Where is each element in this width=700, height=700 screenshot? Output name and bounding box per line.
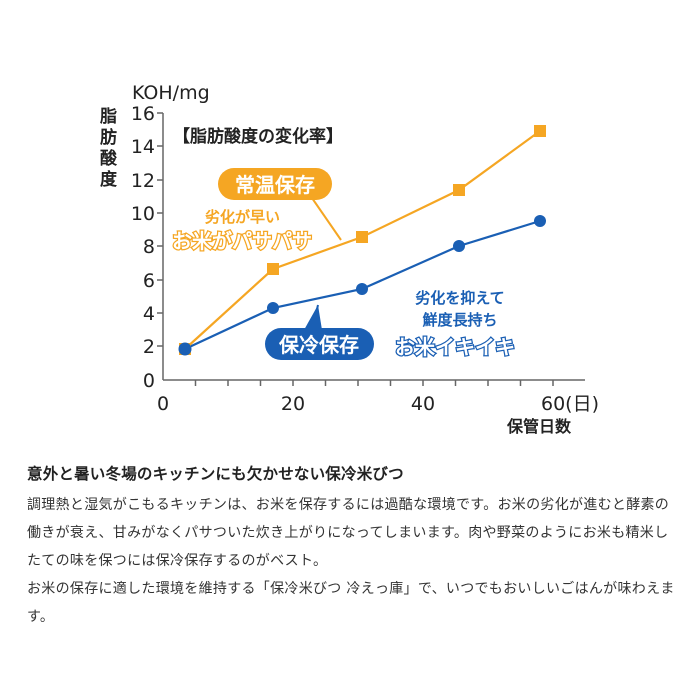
- svg-text:12: 12: [131, 170, 155, 192]
- cold-badge: [265, 328, 374, 360]
- svg-text:6: 6: [143, 270, 155, 292]
- caption-heading: 意外と暑い冬場のキッチンにも欠かせない保冷米びつ: [27, 465, 404, 483]
- y-tick-labels: 16 14 12 10 8 6 4 2 0: [131, 103, 155, 392]
- cold-note-3: お米イキイキ: [395, 335, 515, 359]
- svg-text:2: 2: [143, 336, 155, 358]
- cold-note-2: 鮮度長持ち: [422, 311, 497, 329]
- cold-badge-label: 保冷保存: [278, 333, 359, 357]
- y-axis-label: 脂 肪 酸 度: [100, 107, 118, 190]
- svg-text:肪: 肪: [100, 127, 117, 148]
- svg-text:40: 40: [411, 393, 435, 415]
- svg-text:60(日): 60(日): [541, 393, 599, 415]
- y-unit-label: KOH/mg: [132, 82, 210, 104]
- svg-text:14: 14: [131, 136, 155, 158]
- svg-text:10: 10: [131, 203, 155, 225]
- x-axis-label: 保管日数: [506, 417, 572, 436]
- annotation-warm: 常温保存 劣化が早い お米がパサパサ: [171, 168, 342, 254]
- svg-text:0: 0: [143, 370, 155, 392]
- svg-text:4: 4: [143, 303, 155, 325]
- warm-note-2: お米がパサパサ: [172, 229, 312, 253]
- warm-note-1: 劣化が早い: [205, 208, 280, 226]
- axes: [157, 112, 585, 386]
- svg-text:8: 8: [143, 236, 155, 258]
- fatty-acid-chart: KOH/mg 脂 肪 酸 度: [100, 82, 599, 436]
- caption-paragraph-1: 調理熱と湿気がこもるキッチンは、お米を保存するには過酷な環境です。お米の劣化が進…: [27, 497, 670, 569]
- svg-text:度: 度: [100, 169, 118, 190]
- annotation-cold: 保冷保存 劣化を抑えて 鮮度長持ち お米イキイキ: [265, 289, 516, 360]
- svg-text:0: 0: [157, 393, 169, 415]
- chart-svg: KOH/mg 脂 肪 酸 度: [100, 82, 599, 436]
- caption-paragraph-2: お米の保存に適した環境を維持する「保冷米びつ 冷えっ庫」で、いつでもおいしいごは…: [27, 581, 675, 625]
- caption-block: 意外と暑い冬場のキッチンにも欠かせない保冷米びつ 調理熱と湿気がこもるキッチンは…: [27, 463, 677, 631]
- annotation-pointer-warm: [311, 197, 342, 241]
- series-markers-cold: [178, 215, 546, 356]
- cold-note-1: 劣化を抑えて: [415, 289, 504, 307]
- warm-badge-label: 常温保存: [235, 173, 315, 197]
- svg-text:16: 16: [131, 103, 155, 125]
- svg-text:20: 20: [281, 393, 305, 415]
- chart-title: 【脂肪酸度の変化率】: [173, 126, 343, 147]
- svg-text:脂: 脂: [100, 107, 117, 127]
- warm-badge: [218, 168, 332, 200]
- x-tick-labels: 0 20 40 60(日): [157, 393, 599, 415]
- svg-text:酸: 酸: [100, 148, 118, 169]
